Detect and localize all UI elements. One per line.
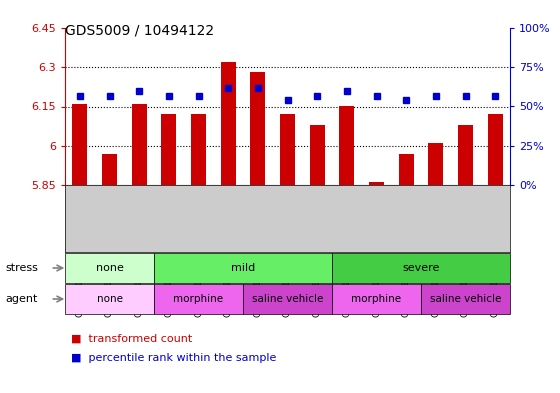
Text: saline vehicle: saline vehicle <box>430 294 501 304</box>
Bar <box>399 154 414 185</box>
Bar <box>310 125 325 185</box>
Bar <box>132 104 147 185</box>
Text: stress: stress <box>6 263 39 273</box>
Bar <box>488 114 502 185</box>
Bar <box>65 253 154 283</box>
Bar <box>280 114 295 185</box>
Text: ■  percentile rank within the sample: ■ percentile rank within the sample <box>71 353 276 363</box>
Bar <box>161 114 176 185</box>
Bar <box>102 154 117 185</box>
Bar <box>428 143 444 185</box>
Bar <box>421 284 510 314</box>
Text: GDS5009 / 10494122: GDS5009 / 10494122 <box>65 24 214 38</box>
Text: ■  transformed count: ■ transformed count <box>71 333 192 343</box>
Bar <box>458 125 473 185</box>
Text: saline vehicle: saline vehicle <box>252 294 323 304</box>
Text: none: none <box>96 294 123 304</box>
Bar <box>191 114 206 185</box>
Bar <box>154 253 332 283</box>
Text: none: none <box>96 263 123 273</box>
Text: morphine: morphine <box>352 294 402 304</box>
Text: agent: agent <box>6 294 38 304</box>
Bar <box>154 284 243 314</box>
Bar <box>250 72 265 185</box>
Bar <box>72 104 87 185</box>
Bar <box>369 182 384 185</box>
Bar <box>339 107 354 185</box>
Text: mild: mild <box>231 263 255 273</box>
Bar <box>65 284 154 314</box>
Bar <box>332 284 421 314</box>
Bar <box>243 284 332 314</box>
Bar <box>221 62 236 185</box>
Bar <box>332 253 510 283</box>
Text: severe: severe <box>402 263 440 273</box>
Text: morphine: morphine <box>174 294 223 304</box>
